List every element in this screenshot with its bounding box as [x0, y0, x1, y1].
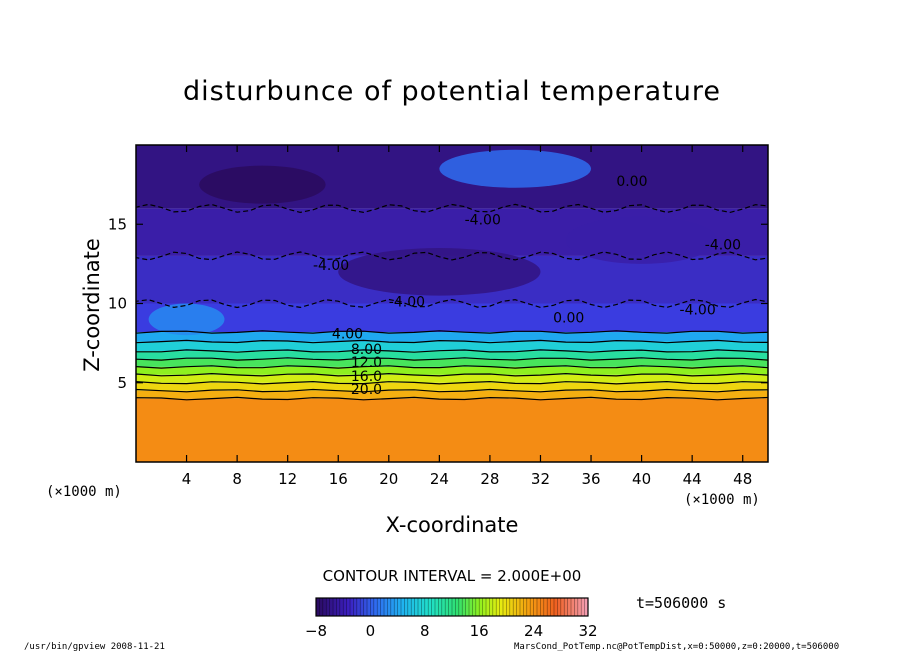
x-tick-label: 28	[480, 470, 499, 488]
heatmap-band	[136, 398, 768, 462]
contour-label: -4.00	[389, 295, 425, 311]
y-axis: 5 10 15	[108, 215, 768, 392]
contour-line	[136, 365, 768, 369]
chart-title: disturbunce of potential temperature	[183, 76, 721, 107]
contour-labels: 0.00 -4.00 -4.00 -4.00 -4.00 -4.00 0.00 4.008.0…	[313, 174, 741, 398]
contour-label: -4.00	[313, 258, 349, 274]
x-tick-label: 36	[581, 470, 600, 488]
x-axis: 4 8 12 16 20 24 28 32 36 40 44 48	[182, 145, 752, 488]
contour-line	[136, 330, 768, 334]
footer-right: MarsCond_PotTemp.nc@PotTempDist,x=0:5000…	[514, 642, 840, 652]
contour-label: 0.00	[616, 174, 647, 190]
contour-line-dashed	[136, 203, 768, 214]
x-unit-right: (×1000 m)	[684, 492, 760, 508]
heatmap-band	[136, 303, 768, 333]
contour-label: 16.0	[351, 369, 382, 385]
colorbar-tick-label: 8	[420, 622, 430, 640]
heatmap-blob	[565, 216, 718, 264]
time-label: t=506000 s	[636, 594, 727, 612]
contour-line	[136, 357, 768, 361]
x-axis-label: X-coordinate	[385, 513, 519, 537]
y-tick-label: 15	[108, 215, 127, 233]
heatmap-band	[136, 382, 768, 391]
x-tick-label: 48	[733, 470, 752, 488]
heatmap-band	[136, 351, 768, 359]
contour-line	[136, 380, 768, 385]
contour-label: -4.00	[680, 303, 716, 319]
contour-label: 20.0	[351, 382, 382, 398]
heatmap-band	[136, 332, 768, 342]
colorbar-tick-label: 24	[524, 622, 543, 640]
contour-interval-text: CONTOUR INTERVAL = 2.000E+00	[322, 567, 582, 585]
heatmap-blob	[439, 149, 592, 188]
x-tick-label: 12	[278, 470, 297, 488]
contour-lines	[136, 203, 768, 401]
heatmap-band	[136, 341, 768, 352]
colorbar-tick-label: 32	[578, 622, 597, 640]
heatmap-blob	[199, 165, 326, 204]
contour-line	[136, 349, 768, 353]
colorbar-tick-label: 16	[470, 622, 489, 640]
heatmap-band	[136, 366, 768, 375]
colorbar-frame	[315, 597, 589, 617]
colorbar-tick-label: 0	[366, 622, 376, 640]
x-tick-label: 24	[430, 470, 449, 488]
y-tick-label: 10	[108, 295, 127, 313]
contour-line	[136, 396, 768, 401]
x-tick-label: 32	[531, 470, 550, 488]
heatmap-blob	[148, 303, 225, 336]
x-tick-label: 44	[683, 470, 702, 488]
footer-left: /usr/bin/gpview 2008-11-21	[24, 642, 165, 652]
heatmap-band	[136, 374, 768, 383]
heatmap-blob	[338, 248, 541, 296]
colorbar: −8 0 8 16 24 32	[305, 597, 598, 640]
contour-line	[136, 372, 768, 377]
colorbar-tick-label: −8	[305, 622, 327, 640]
contour-line	[136, 339, 768, 344]
contour-label: -4.00	[705, 238, 741, 254]
y-axis-label: Z-coordinate	[80, 238, 104, 372]
contour-label: -4.00	[465, 212, 501, 228]
y-tick-label: 5	[117, 374, 127, 392]
x-tick-label: 8	[232, 470, 242, 488]
x-unit-left: (×1000 m)	[46, 484, 122, 500]
contour-label: 8.00	[351, 342, 382, 358]
contour-label: 12.0	[351, 355, 382, 371]
x-tick-label: 40	[632, 470, 651, 488]
contour-label: 4.00	[332, 326, 363, 342]
heatmap-band	[136, 358, 768, 367]
contour-line-dashed	[136, 251, 768, 261]
x-tick-label: 4	[182, 470, 192, 488]
x-tick-label: 16	[329, 470, 348, 488]
x-tick-label: 20	[379, 470, 398, 488]
heatmap-bands	[136, 145, 768, 462]
contour-line-dashed	[136, 298, 768, 309]
heatmap-band	[136, 390, 768, 399]
contour-line	[136, 388, 768, 393]
contour-label: 0.00	[553, 311, 584, 327]
